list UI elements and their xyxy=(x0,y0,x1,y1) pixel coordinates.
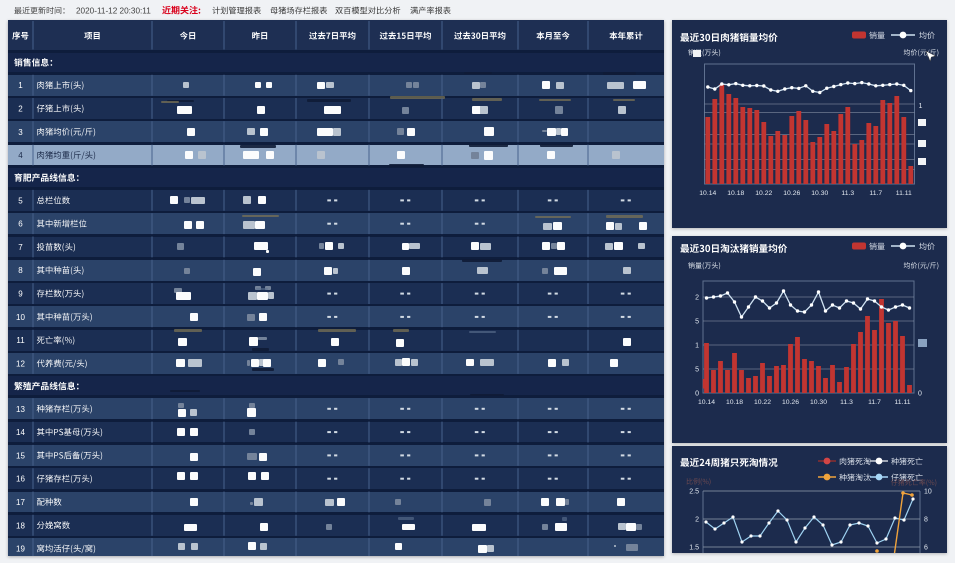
svg-text:11.3: 11.3 xyxy=(841,190,854,197)
svg-text:0.5: 0.5 xyxy=(689,367,699,374)
svg-text:10.26: 10.26 xyxy=(782,399,799,406)
svg-text:17: 17 xyxy=(16,498,25,507)
svg-text:1: 1 xyxy=(919,103,923,110)
svg-text:1: 1 xyxy=(695,343,699,350)
svg-text:1: 1 xyxy=(18,81,23,90)
svg-text:1.5: 1.5 xyxy=(689,545,699,552)
svg-text:8: 8 xyxy=(18,266,23,275)
svg-text:5: 5 xyxy=(18,196,23,205)
svg-text:16: 16 xyxy=(16,475,25,484)
svg-text:0: 0 xyxy=(918,391,922,398)
svg-text:12: 12 xyxy=(16,360,25,369)
svg-text:8: 8 xyxy=(924,517,928,524)
svg-text:10.22: 10.22 xyxy=(755,190,772,197)
svg-text:11.3: 11.3 xyxy=(840,399,853,406)
svg-text:9: 9 xyxy=(18,290,23,299)
svg-text:14: 14 xyxy=(16,428,25,437)
svg-text:10.22: 10.22 xyxy=(754,399,771,406)
svg-text:6: 6 xyxy=(924,545,928,552)
svg-text:11.11: 11.11 xyxy=(895,399,911,406)
svg-text:11: 11 xyxy=(16,336,25,345)
svg-text:6: 6 xyxy=(18,220,23,229)
svg-text:11.7: 11.7 xyxy=(869,190,882,197)
svg-text:2.5: 2.5 xyxy=(689,489,699,496)
svg-text:10: 10 xyxy=(16,313,25,322)
svg-text:10.14: 10.14 xyxy=(699,190,716,197)
svg-text:10.14: 10.14 xyxy=(698,399,715,406)
svg-text:13: 13 xyxy=(16,405,25,414)
svg-text:2: 2 xyxy=(18,105,23,114)
svg-text:15: 15 xyxy=(16,451,25,460)
svg-text:10.18: 10.18 xyxy=(726,399,743,406)
svg-text:10.30: 10.30 xyxy=(810,399,827,406)
svg-text:0: 0 xyxy=(695,391,699,398)
svg-text:10: 10 xyxy=(924,489,932,496)
svg-text:11.7: 11.7 xyxy=(868,399,881,406)
svg-text:2: 2 xyxy=(695,517,699,524)
svg-text:4: 4 xyxy=(18,151,23,160)
svg-text:1.5: 1.5 xyxy=(689,319,699,326)
svg-text:7: 7 xyxy=(18,243,23,252)
svg-text:10.30: 10.30 xyxy=(811,190,828,197)
svg-text:18: 18 xyxy=(16,521,25,530)
svg-text:11.11: 11.11 xyxy=(896,190,912,197)
svg-text:2: 2 xyxy=(695,295,699,302)
svg-text:10.18: 10.18 xyxy=(727,190,744,197)
svg-text:19: 19 xyxy=(16,545,25,554)
svg-text:3: 3 xyxy=(18,128,23,137)
svg-text:2020-11-12 20:30:11: 2020-11-12 20:30:11 xyxy=(76,7,151,16)
svg-text:10.26: 10.26 xyxy=(783,190,800,197)
